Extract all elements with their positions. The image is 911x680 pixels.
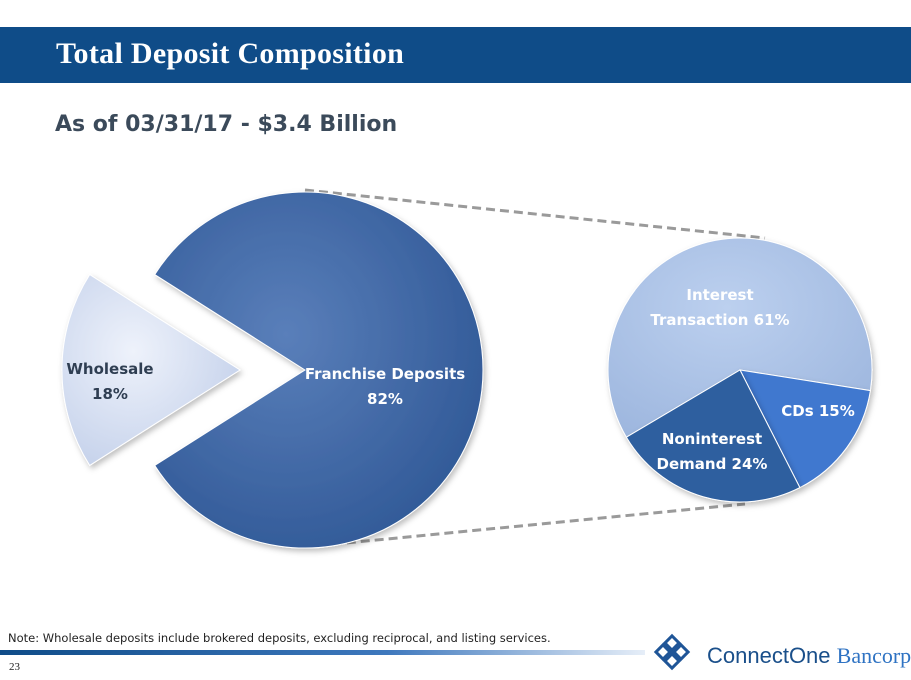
page-title: Total Deposit Composition [56,37,405,70]
label-noninterest: Noninterest [662,430,762,448]
connector-line-top [304,188,766,240]
pie-slice-franchise-deposits [154,191,484,549]
label-wholesale-pct: 18% [92,385,128,403]
page-subtitle: As of 03/31/17 - $3.4 Billion [55,112,398,137]
page-number: 23 [9,661,20,673]
footer-rule [0,650,645,655]
label-interest: Interest [686,286,753,304]
pie-slice-wholesale [61,273,241,467]
connectone-logo-icon [653,633,691,671]
connector-line-bottom [304,502,746,549]
label-franchise-deposits: Franchise Deposits [305,365,465,383]
logo-text-connectone: ConnectOne [707,643,831,668]
footnote: Note: Wholesale deposits include brokere… [8,631,551,645]
pie-slice-cds [739,369,871,489]
label-cds: CDs 15% [781,402,855,420]
title-bar: Total Deposit Composition [0,27,911,83]
pie-slice-interest-transaction [607,237,873,438]
label-wholesale: Wholesale [66,360,153,378]
logo-text-bancorp: Bancorp [836,643,911,668]
pie-slice-noninterest-demand [625,369,801,503]
label-transaction-pct: Transaction 61% [650,311,789,329]
label-demand-pct: Demand 24% [657,455,768,473]
label-franchise-pct: 82% [367,390,403,408]
company-logo-text: ConnectOne Bancorp [707,643,911,669]
